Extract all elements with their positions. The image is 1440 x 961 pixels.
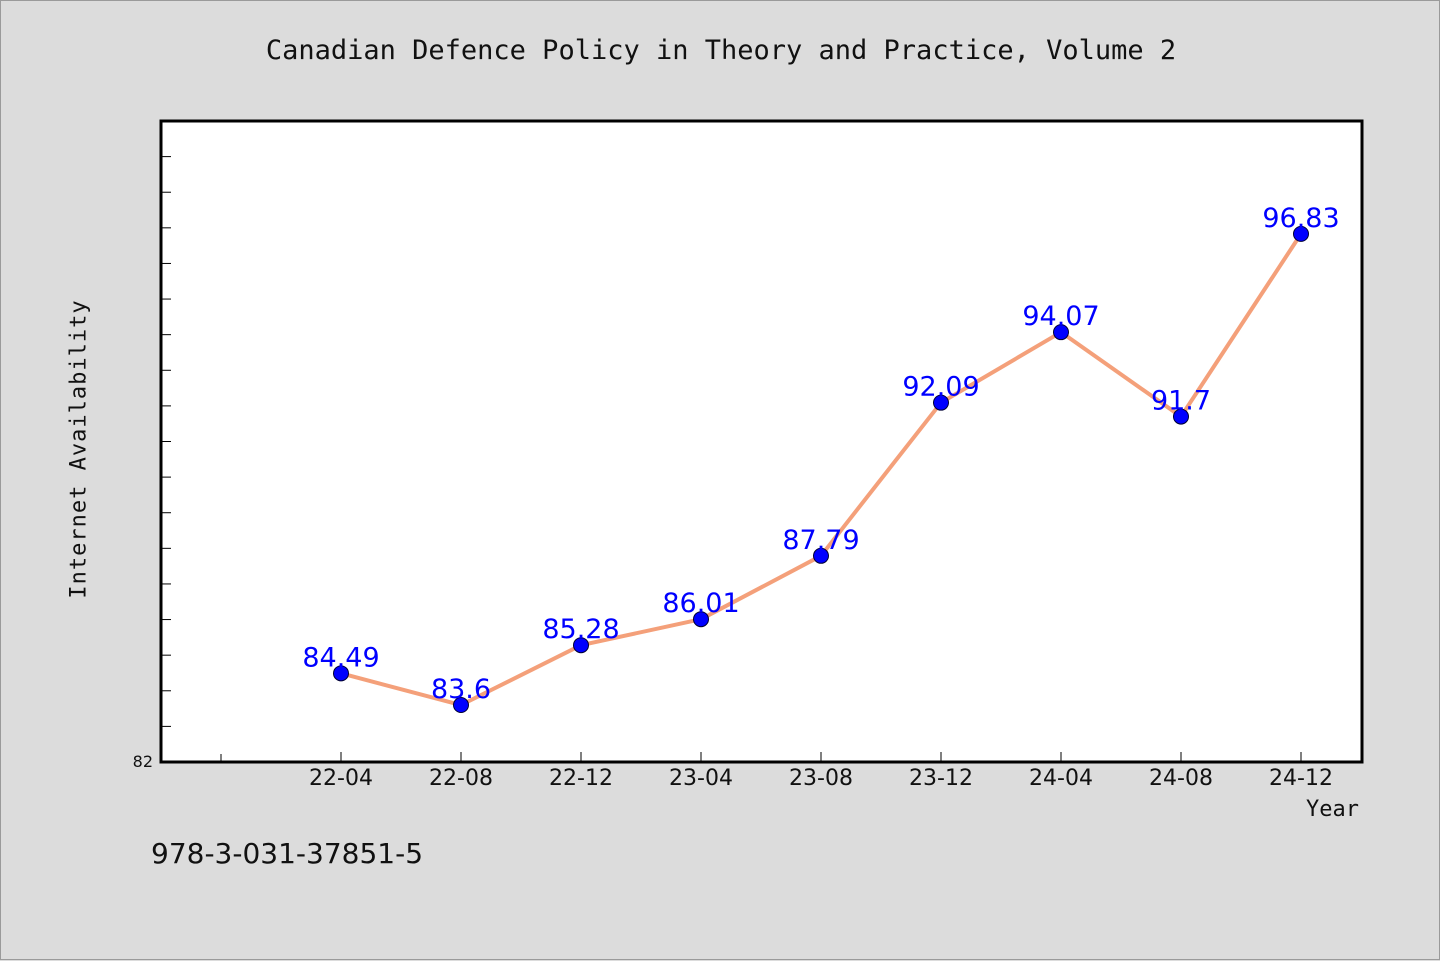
x-tick-label: 23-04 [669, 766, 733, 791]
data-label-layer: 84.49 83.6 85.28 86.01 87.79 92.09 94.07 91.7 96… [302, 203, 1339, 705]
data-label: 91.7 [1151, 386, 1211, 417]
y-tick-label: 82 [133, 752, 153, 771]
data-point [1053, 324, 1069, 341]
data-label: 92.09 [902, 372, 979, 403]
plot-area [161, 121, 1362, 762]
data-point [813, 547, 829, 564]
y-axis-ticks: 82 [133, 156, 171, 771]
x-tick-label: 22-08 [429, 766, 493, 791]
marker-layer [333, 225, 1309, 714]
x-tick-label: 22-04 [309, 766, 373, 791]
data-label: 94.07 [1022, 301, 1099, 332]
data-point [1173, 408, 1189, 425]
isbn-footer: 978-3-031-37851-5 [151, 837, 424, 870]
data-label: 86.01 [662, 588, 739, 619]
plot-border [159, 119, 1364, 764]
x-tick-label: 22-12 [549, 766, 613, 791]
data-point [1293, 225, 1309, 242]
x-tick-label: 23-12 [909, 766, 973, 791]
data-point [333, 665, 349, 682]
x-tick-label: 23-08 [789, 766, 853, 791]
data-point [453, 697, 469, 714]
data-label: 84.49 [302, 642, 379, 673]
data-label: 96.83 [1262, 203, 1339, 234]
data-point [933, 394, 949, 411]
x-tick-label: 24-12 [1269, 766, 1333, 791]
data-point [573, 637, 589, 654]
x-axis-label: Year [1306, 797, 1359, 822]
data-label: 87.79 [782, 525, 859, 556]
x-tick-label: 24-04 [1029, 766, 1093, 791]
data-label: 85.28 [542, 614, 619, 645]
data-label: 83.6 [431, 674, 491, 705]
x-axis-ticks: 22-04 22-08 22-12 23-04 23-08 23-12 24-04 24-08… [220, 752, 1333, 791]
x-tick-label: 24-08 [1149, 766, 1213, 791]
chart-title: Canadian Defence Policy in Theory and Pr… [265, 35, 1177, 66]
data-point [693, 611, 709, 628]
